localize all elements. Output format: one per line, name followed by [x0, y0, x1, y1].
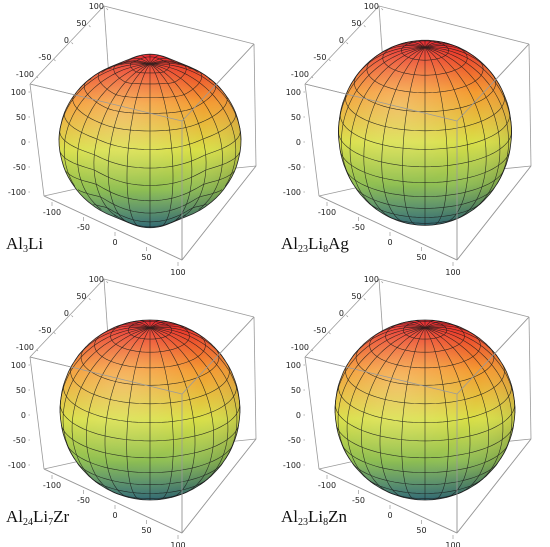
- z-tick-label: 0: [21, 138, 26, 147]
- top-tick-label: -100: [16, 343, 34, 352]
- z-tick-label: -50: [13, 436, 26, 445]
- top-tick-label: 50: [76, 292, 86, 301]
- top-tick-label: 0: [64, 36, 69, 45]
- z-tick-label: 50: [16, 386, 26, 395]
- top-tick-label: -100: [291, 70, 309, 79]
- bounding-box-front: [29, 316, 257, 534]
- z-tick-label: -100: [8, 188, 26, 197]
- z-tick-label: 50: [291, 113, 301, 122]
- z-tick-label: 50: [16, 113, 26, 122]
- top-tick-label: 0: [339, 309, 344, 318]
- bottom-tick-label: -50: [352, 496, 365, 505]
- z-tick-label: -50: [288, 163, 301, 172]
- compound-label: Al23Li8Zn: [281, 507, 347, 528]
- top-tick-label: -50: [38, 326, 51, 335]
- z-tick-label: 50: [291, 386, 301, 395]
- top-tick-label: -100: [16, 70, 34, 79]
- z-tick-label: -100: [283, 188, 301, 197]
- z-tick-label: -50: [13, 163, 26, 172]
- bottom-tick-label: -100: [318, 208, 336, 217]
- panel-2: 100 50 0 -50 -100 100 50 0 -50 -100 -100 -50 0 50 100 A…: [275, 0, 550, 277]
- bottom-tick-label: -50: [352, 223, 365, 232]
- bottom-tick-label: -100: [43, 481, 61, 490]
- z-tick-label: 100: [286, 361, 301, 370]
- bounding-box-front: [304, 316, 532, 534]
- bottom-tick-label: 100: [170, 541, 185, 547]
- mesh: [334, 320, 516, 500]
- bottom-tick-label: -100: [318, 481, 336, 490]
- panel-4: 100 50 0 -50 -100 100 50 0 -50 -100 -100 -50 0 50 100 A…: [275, 273, 550, 547]
- z-tick-label: 100: [286, 88, 301, 97]
- top-tick-label: 50: [351, 19, 361, 28]
- top-tick-label: 100: [364, 275, 379, 284]
- z-tick-label: 100: [11, 361, 26, 370]
- z-tick-label: 0: [296, 411, 301, 420]
- bounding-box-front: [304, 43, 532, 261]
- top-tick-label: 100: [89, 275, 104, 284]
- compound-label: Al24Li7Zr: [6, 507, 70, 528]
- top-tick-label: 0: [64, 309, 69, 318]
- top-tick-label: -50: [313, 53, 326, 62]
- z-tick-label: 0: [296, 138, 301, 147]
- mesh: [338, 40, 512, 226]
- z-tick-label: -100: [283, 461, 301, 470]
- bottom-tick-label: 50: [416, 526, 426, 535]
- top-tick-label: -50: [313, 326, 326, 335]
- bottom-tick-label: 50: [416, 253, 426, 262]
- bottom-tick-label: 0: [387, 511, 392, 520]
- top-tick-label: -100: [291, 343, 309, 352]
- top-tick-label: 50: [351, 292, 361, 301]
- z-tick-label: -100: [8, 461, 26, 470]
- z-tick-label: 0: [21, 411, 26, 420]
- top-tick-label: 0: [339, 36, 344, 45]
- top-tick-label: 100: [89, 2, 104, 11]
- top-tick-label: -50: [38, 53, 51, 62]
- mesh: [59, 320, 241, 500]
- panel-3: 100 50 0 -50 -100 100 50 0 -50 -100 -100 -50 0 50 100 A…: [0, 273, 275, 547]
- panel-1: 100 50 0 -50 -100 100 50 0 -50 -100 -100 -50 0 50 100 A…: [0, 0, 275, 277]
- bottom-tick-label: 0: [112, 511, 117, 520]
- z-tick-label: 100: [11, 88, 26, 97]
- z-tick-label: -50: [288, 436, 301, 445]
- bottom-tick-label: -100: [43, 208, 61, 217]
- bottom-tick-label: 50: [141, 253, 151, 262]
- bottom-tick-label: -50: [77, 496, 90, 505]
- top-tick-label: 100: [364, 2, 379, 11]
- bottom-tick-label: 50: [141, 526, 151, 535]
- compound-label: Al3Li: [6, 234, 44, 255]
- bottom-tick-label: 0: [112, 238, 117, 247]
- top-tick-label: 50: [76, 19, 86, 28]
- bottom-tick-label: 0: [387, 238, 392, 247]
- bottom-tick-label: 100: [170, 268, 185, 277]
- bounding-box-front: [29, 43, 257, 261]
- mesh: [58, 54, 242, 228]
- bottom-tick-label: 100: [445, 268, 460, 277]
- bottom-tick-label: -50: [77, 223, 90, 232]
- compound-label: Al23Li8Ag: [281, 234, 349, 255]
- bottom-tick-label: 100: [445, 541, 460, 547]
